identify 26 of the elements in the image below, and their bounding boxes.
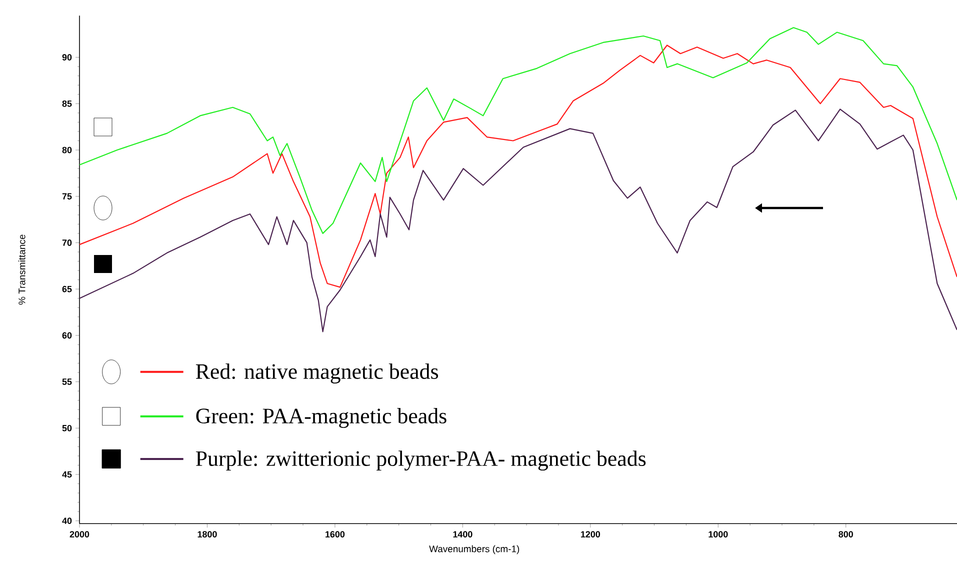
y-tick-label: 80 bbox=[62, 146, 72, 154]
x-tick-label: 2000 bbox=[70, 531, 90, 538]
line-series bbox=[78, 44, 957, 288]
x-tick-label: 1800 bbox=[198, 531, 217, 538]
x-tick-label: 1000 bbox=[708, 531, 728, 538]
y-tick-label: 60 bbox=[62, 332, 72, 339]
line-series bbox=[78, 27, 957, 234]
legend-label: Red: native magnetic beads bbox=[196, 364, 438, 384]
line-series bbox=[78, 108, 957, 332]
y-tick-label: 45 bbox=[62, 471, 72, 478]
y-tick-label: 90 bbox=[62, 54, 72, 60]
x-tick-label: 800 bbox=[838, 531, 853, 538]
y-tick-label: 85 bbox=[62, 100, 72, 107]
y-tick-label: 65 bbox=[62, 286, 72, 292]
x-axis-title: Wavenumbers (cm-1) bbox=[429, 545, 520, 554]
y-tick-label: 70 bbox=[62, 240, 72, 246]
y-tick-label: 75 bbox=[62, 193, 72, 200]
x-tick-label: 1400 bbox=[453, 531, 472, 538]
x-tick-label: 1200 bbox=[581, 531, 600, 538]
legend-label: Green: PAA-magnetic beads bbox=[196, 408, 446, 428]
y-tick-label: 55 bbox=[62, 378, 72, 385]
legend-label: Purple: zwitterionic polymer-PAA- magnetic beads bbox=[196, 450, 646, 471]
y-tick-label: 40 bbox=[62, 518, 72, 524]
y-tick-label: 50 bbox=[62, 424, 72, 432]
y-axis-title: % Transmittance bbox=[18, 234, 26, 305]
x-tick-label: 1600 bbox=[326, 531, 345, 538]
